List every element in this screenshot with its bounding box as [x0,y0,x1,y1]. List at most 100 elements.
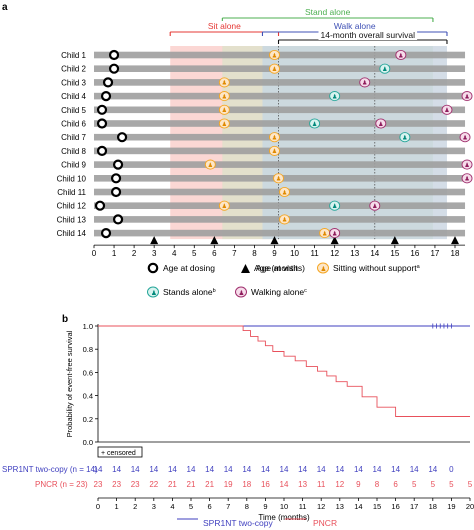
dosing-marker [96,145,108,156]
milestone-window [278,46,447,240]
time-tick-label: 13 [336,502,344,511]
time-tick-label: 10 [280,502,288,511]
child-row-bar [94,120,466,127]
walking-marker: ♟ [459,132,471,143]
child-row-label: Child 6 [61,120,86,129]
sitting-marker-badge [269,145,280,156]
sitting-marker-glyph: ♟ [322,230,327,237]
stands-icon [147,286,159,298]
time-tick-label: 3 [152,502,156,511]
at-risk-spr1nt-value: 14 [261,465,270,474]
visit-triangle-icon [241,264,250,273]
visit-triangle [210,236,219,245]
at-risk-spr1nt-value: 14 [354,465,363,474]
km-legend: SPR1NT two-copy PNCR [177,518,337,528]
sitting-marker-glyph: ♟ [222,93,227,100]
x-tick-label: 3 [152,249,157,258]
sitting-marker-badge [218,104,230,115]
x-tick-label: 12 [330,249,339,258]
svg-text:Walking alonec: Walking alonec [251,287,307,297]
stands-marker-badge [329,200,341,211]
sitting-marker-badge [273,173,284,184]
child-row-label: Child 1 [61,51,86,60]
x-tick-label: 16 [410,249,419,258]
bracket-label: Walk alone [334,21,376,31]
child-row-bar [94,79,466,86]
svg-text:Stands aloneb: Stands aloneb [163,287,216,297]
visit-triangle [330,236,339,245]
x-tick-label: 14 [370,249,379,258]
at-risk-pncr-value: 13 [298,480,307,489]
time-tick-label: 15 [373,502,381,511]
at-risk-pncr-value: 23 [131,480,140,489]
x-tick-label: 11 [310,249,319,258]
dosing-marker [108,49,120,61]
at-risk-table: 14 23 14 23 14 23 14 22 14 21 14 21 14 21 14 19 14 18 14 16… [94,465,473,489]
walking-marker-badge [441,104,453,115]
time-tick-label: 12 [317,502,325,511]
time-tick-label: 2 [133,502,137,511]
at-risk-spr1nt-value: 14 [242,465,251,474]
x-tick-label: 10 [290,249,299,258]
at-risk-pncr-value: 14 [280,480,289,489]
sitting-marker-glyph: ♟ [272,148,277,155]
walking-icon [235,286,247,298]
at-risk-pncr-value: 22 [149,480,158,489]
child-row-label: Child 2 [61,65,86,74]
time-axis-title: Time (months) [258,513,310,522]
walking-marker: ♟ [375,118,387,129]
at-risk-pncr-value: 19 [224,480,233,489]
dosing-marker [102,77,114,88]
sitting-marker: ♟ [269,132,280,143]
stands-marker-badge [329,91,341,102]
time-tick-label: 0 [96,502,100,511]
walking-marker-glyph: ♟ [372,203,377,210]
visit-triangle [150,236,159,245]
time-tick-label: 20 [466,502,474,511]
at-risk-pncr-value: 6 [393,480,398,489]
at-risk-spr1nt-value: 14 [391,465,400,474]
sitting-marker: ♟ [218,200,230,211]
sitting-icon [317,262,329,274]
at-risk-pncr-value: 23 [112,480,121,489]
bracket-label-bg [318,30,418,40]
legend-stands-label: Stands alone [163,287,213,297]
time-tick-label: 19 [447,502,455,511]
censored-label: + censored [101,450,136,457]
sitting-marker-badge [269,49,280,61]
sitting-marker-glyph: ♟ [222,121,227,128]
child-row-label: Child 9 [61,161,86,170]
legend-walking-note: c [304,288,307,294]
censored-box: + censored [97,446,143,458]
stands-marker: ♟ [329,91,341,102]
sitting-marker-badge [204,159,216,170]
y-tick-label: 0.0 [83,438,93,447]
walking-marker: ♟ [461,91,473,102]
x-tick-label: 6 [212,249,217,258]
child-row-label: Child 13 [57,215,87,224]
child-row-bar [94,202,466,209]
stands-marker-glyph: ♟ [332,203,337,210]
legend-dosing-label: Age at dosing [163,263,215,273]
walking-marker-glyph: ♟ [464,176,469,183]
walking-marker-glyph: ♟ [464,93,469,100]
x-tick-label: 18 [451,249,460,258]
at-risk-spr1nt-value: 14 [205,465,214,474]
stands-marker-badge [309,118,321,129]
walking-marker-badge [359,77,371,88]
bracket-label-bg [331,21,378,31]
dosing-marker [96,104,108,115]
sitting-marker: ♟ [218,104,230,115]
walking-marker-badge [461,173,473,184]
x-axis-title: Age (months) [254,263,305,273]
legend-dosing: Age at dosing [147,262,215,274]
sitting-marker-badge [269,132,280,143]
legend-sitting-note: a [417,264,421,270]
legend-sitting-label: Sitting without support [333,263,417,273]
svg-text:♟: ♟ [321,265,327,273]
walking-marker-badge [375,118,387,129]
panel-a-label: a [2,2,8,13]
svg-text:♟: ♟ [151,289,157,297]
sitting-marker-glyph: ♟ [222,80,227,87]
